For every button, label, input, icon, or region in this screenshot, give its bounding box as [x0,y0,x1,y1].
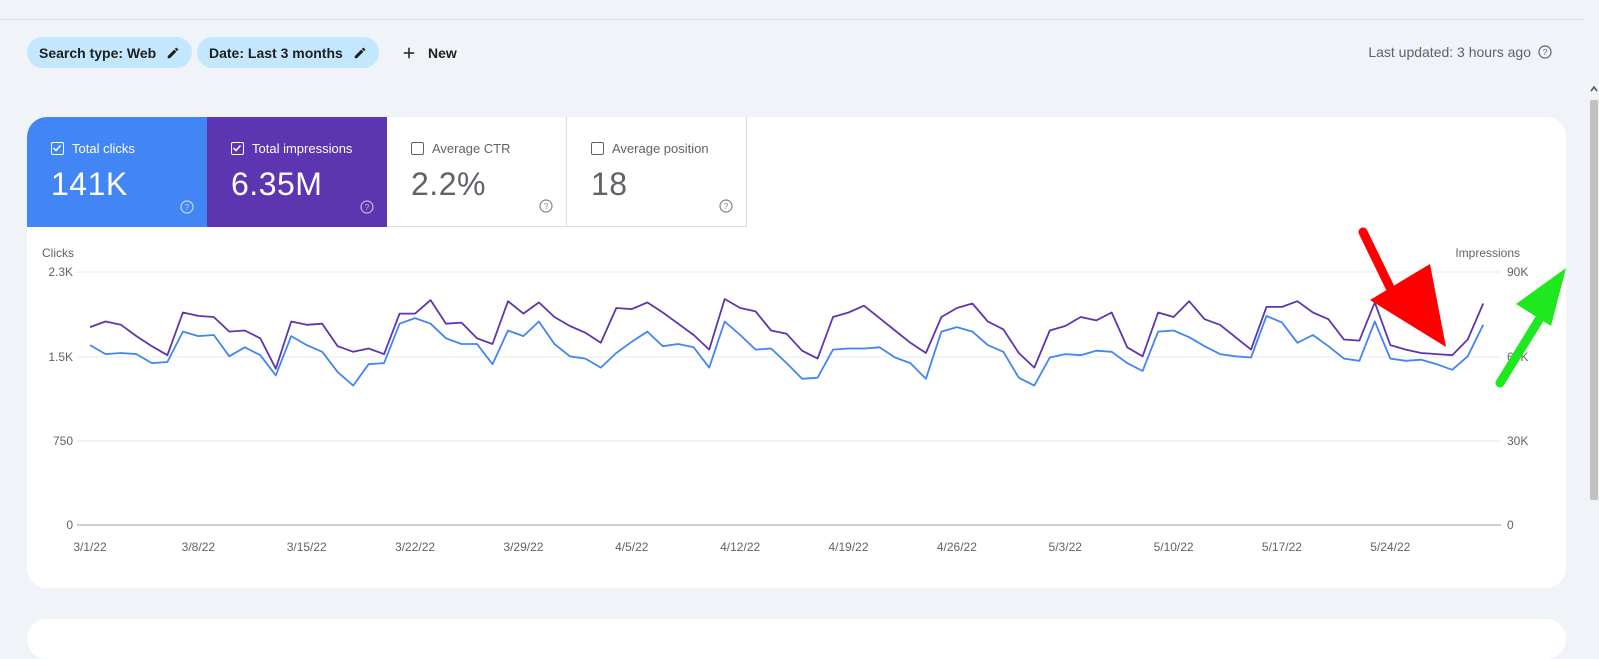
metric-value: 2.2% [411,166,486,202]
red-arrow-annotation [1358,227,1446,347]
svg-text:?: ? [365,203,370,212]
x-tick-label: 4/26/22 [937,540,977,554]
top-divider [0,19,1585,20]
x-tick-label: 3/22/22 [395,540,435,554]
x-tick-label: 5/24/22 [1370,540,1410,554]
search-type-label: Search type: Web [39,44,157,61]
metric-label: Total clicks [72,141,135,156]
left-axis-label: Clicks [42,246,74,260]
right-tick-label: 0 [1507,518,1514,532]
help-icon[interactable]: ? [538,198,554,214]
left-tick-label: 750 [53,434,73,448]
svg-text:?: ? [724,202,729,211]
new-filter-button[interactable]: New [400,37,457,68]
metric-label: Average position [612,141,709,156]
metric-label: Total impressions [252,141,353,156]
metric-value: 6.35M [231,166,323,202]
x-tick-label: 4/5/22 [615,540,649,554]
pencil-icon [167,47,179,58]
help-icon[interactable]: ? [179,199,195,215]
performance-card: Total clicks 141K ? Total impressions 6.… [27,117,1566,588]
scrollbar-thumb[interactable] [1590,100,1598,500]
help-icon[interactable]: ? [359,199,375,215]
checkbox-unchecked-icon[interactable] [411,142,424,155]
help-icon[interactable]: ? [1537,44,1553,60]
svg-text:?: ? [1543,48,1548,57]
svg-text:?: ? [544,202,549,211]
x-tick-label: 4/19/22 [828,540,868,554]
checkbox-checked-icon[interactable] [51,142,64,155]
date-filter-chip[interactable]: Date: Last 3 months [197,37,379,68]
search-type-filter-chip[interactable]: Search type: Web [27,37,193,68]
x-tick-label: 4/12/22 [720,540,760,554]
impressions-series-line [89,298,1485,370]
x-tick-label: 3/8/22 [182,540,216,554]
metric-total-impressions[interactable]: Total impressions 6.35M ? [207,117,387,227]
right-tick-label: 30K [1507,434,1528,448]
new-filter-label: New [428,44,457,61]
metric-average-ctr[interactable]: Average CTR 2.2% ? [387,117,567,227]
metric-label: Average CTR [432,141,511,156]
x-tick-label: 5/17/22 [1262,540,1302,554]
metric-value: 141K [51,166,128,202]
right-axis-label: Impressions [1455,246,1520,260]
annotation-layer [1358,227,1566,388]
left-tick-label: 1.5K [48,350,73,364]
plus-icon [403,47,415,58]
svg-text:?: ? [185,203,190,212]
right-tick-label: 90K [1507,265,1528,279]
left-tick-label: 2.3K [48,265,73,279]
metric-average-position[interactable]: Average position 18 ? [567,117,747,227]
left-tick-label: 0 [66,518,73,532]
checkbox-checked-icon[interactable] [231,142,244,155]
checkbox-unchecked-icon[interactable] [591,142,604,155]
clicks-series-line [89,314,1485,387]
performance-line-chart: Clicks Impressions 2.3K90K1.5K60K75030K0… [42,246,1528,554]
green-arrow-annotation [1495,268,1566,388]
scroll-up-arrow-icon[interactable] [1589,84,1599,94]
x-tick-label: 5/3/22 [1049,540,1083,554]
x-tick-label: 3/29/22 [503,540,543,554]
metric-total-clicks[interactable]: Total clicks 141K ? [27,117,207,227]
x-tick-label: 3/15/22 [287,540,327,554]
date-filter-label: Date: Last 3 months [209,44,343,61]
metric-value: 18 [591,166,628,202]
help-icon[interactable]: ? [718,198,734,214]
last-updated-text: Last updated: 3 hours ago [1368,44,1531,60]
pencil-icon [354,47,366,58]
x-tick-label: 3/1/22 [73,540,107,554]
last-updated-status: Last updated: 3 hours ago ? [1368,44,1553,60]
x-tick-label: 5/10/22 [1154,540,1194,554]
